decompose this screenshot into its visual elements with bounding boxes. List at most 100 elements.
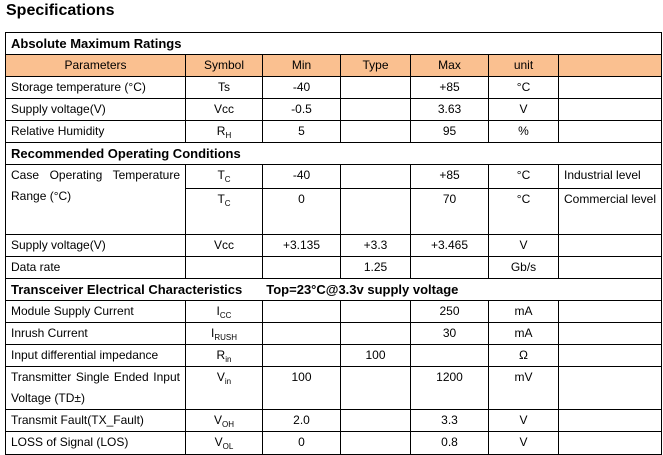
table-row: Transmit Fault(TX_Fault) VOH 2.0 3.3 V [5,409,663,432]
max-cell: 250 [410,300,489,323]
max-cell [410,256,489,279]
symbol-cell: VOL [185,431,263,455]
parameter-cell: Transmitter Single Ended Input Voltage (… [5,366,186,410]
type-cell [340,322,411,345]
max-cell: 70 [410,188,489,235]
type-cell [340,300,411,323]
parameter-cell: Storage temperature (°C) [5,76,186,99]
max-cell: 95 [410,120,489,143]
min-cell: -0.5 [262,98,341,121]
min-cell: -40 [262,164,341,189]
max-cell: 3.3 [410,409,489,432]
unit-cell: Ω [488,344,559,367]
symbol-subscript: C [224,175,231,184]
table-row: Transmitter Single Ended Input Voltage (… [5,366,663,410]
symbol-cell: TC [185,188,263,235]
type-cell [340,76,411,99]
min-cell [262,322,341,345]
type-cell [340,120,411,143]
spec-table: Absolute Maximum Ratings Parameters Symbol… [4,32,663,455]
symbol-cell: Vin [185,366,263,410]
symbol-cell: TC [185,164,263,189]
min-cell: 100 [262,366,341,410]
symbol: V [216,370,225,384]
parameter-cell: LOSS of Signal (LOS) [5,431,186,455]
max-cell: 1200 [410,366,489,410]
symbol: R [216,124,226,138]
note-cell [557,120,663,143]
min-cell [262,256,341,279]
note-cell [557,234,663,257]
section-title-cell: Absolute Maximum Ratings [4,32,663,55]
header-cell: unit [488,54,559,77]
table-row: Storage temperature (°C) Ts -40 +85 °C [5,76,663,99]
max-cell: 0.8 [410,431,489,455]
note-cell [557,431,663,455]
unit-cell: V [488,409,559,432]
symbol-cell: Rin [185,344,263,367]
max-cell: +3.465 [410,234,489,257]
table-row: Absolute Maximum Ratings [4,32,663,55]
parameter-cell: Inrush Current [5,322,186,345]
note-cell [557,409,663,432]
symbol-subscript: in [224,377,232,386]
table-row: Recommended Operating Conditions [4,142,663,165]
section-note: Top=23°C@3.3v supply voltage [266,282,459,297]
unit-cell: % [488,120,559,143]
unit-cell: mA [488,322,559,345]
section-title-cell: Transceiver Electrical Characteristics To… [4,278,663,301]
page-title: Specifications [6,2,115,19]
min-cell: 0 [262,188,341,235]
unit-cell: mA [488,300,559,323]
table-row: LOSS of Signal (LOS) VOL 0 0.8 V [5,431,663,455]
header-cell: Symbol [185,54,263,77]
symbol-subscript: RUSH [214,333,237,342]
symbol: V [213,413,222,427]
symbol-cell: VOH [185,409,263,432]
type-cell [340,431,411,455]
unit-cell: °C [488,76,559,99]
table-row: Data rate 1.25 Gb/s [5,256,663,279]
table-row: Input differential impedance Rin 100 Ω [5,344,663,367]
symbol-subscript: in [225,355,232,364]
parameter-cell: Case Operating Temperature Range (°C) [5,164,186,235]
symbol-cell: Vcc [185,98,263,121]
type-cell [340,164,411,189]
symbol-cell: Vcc [185,234,263,257]
type-cell: 100 [340,344,411,367]
type-cell [340,188,411,235]
type-cell [340,366,411,410]
max-cell: 30 [410,322,489,345]
note-cell [557,344,663,367]
symbol: Vcc [213,102,234,116]
min-cell: 0 [262,431,341,455]
type-cell [340,98,411,121]
table-row: Module Supply Current ICC 250 mA [5,300,663,323]
max-cell: +85 [410,164,489,189]
symbol-subscript: OH [222,420,234,429]
symbol-subscript: H [225,131,232,140]
header-cell: Type [340,54,411,77]
table-row: TC 0 70 °C Commercial level [6,188,663,235]
symbol-cell: Ts [185,76,263,99]
symbol: Vcc [213,238,234,252]
unit-cell: Gb/s [488,256,559,279]
min-cell: -40 [262,76,341,99]
symbol-cell: ICC [185,300,263,323]
min-cell [262,344,341,367]
note-cell [557,366,663,410]
unit-cell: °C [488,188,559,235]
max-cell: 3.63 [410,98,489,121]
table-row: Case Operating Temperature Range (°C) TC -… [5,164,663,235]
max-cell: +85 [410,76,489,99]
table-row: Inrush Current IRUSH 30 mA [5,322,663,345]
type-cell: 1.25 [340,256,411,279]
symbol: I [216,304,220,318]
header-cell: Parameters [5,54,186,77]
table-row: Relative Humidity RH 5 95% [5,120,663,143]
parameter-cell: Supply voltage(V) [5,98,186,121]
note-cell [557,300,663,323]
unit-cell: mV [488,366,559,410]
type-cell [340,409,411,432]
